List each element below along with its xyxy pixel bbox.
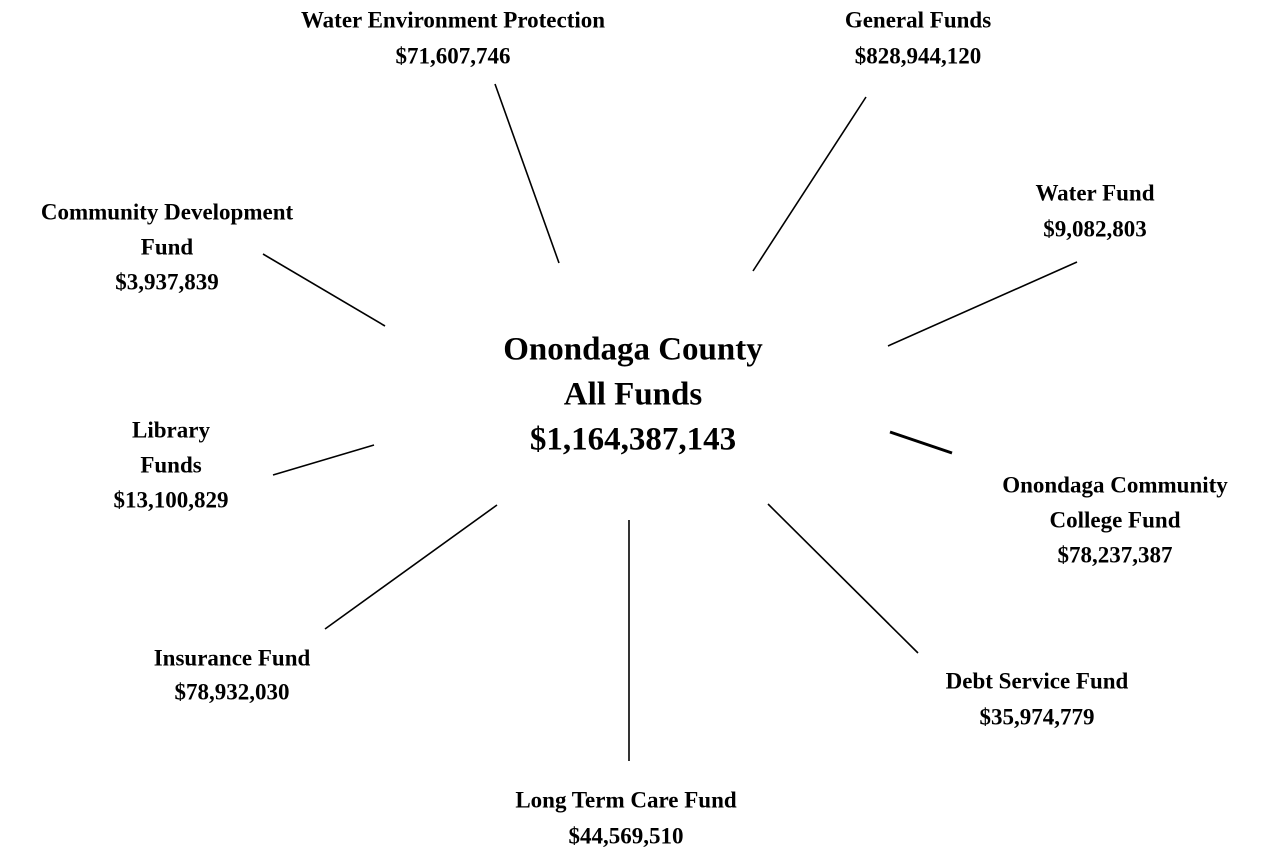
node-name: College Fund [1050, 507, 1181, 532]
node-amount: $828,944,120 [855, 43, 982, 68]
node-name: Library [132, 417, 210, 442]
connector [494, 83, 560, 264]
connector [767, 503, 919, 654]
node-amount: $71,607,746 [396, 43, 511, 68]
center-name: All Funds [564, 377, 703, 413]
node-name: Onondaga Community [1002, 472, 1228, 497]
node-name: Funds [140, 452, 201, 477]
node-name: Long Term Care Fund [515, 787, 737, 812]
node-name: Debt Service Fund [946, 668, 1129, 693]
connector [889, 430, 953, 455]
node-amount: $44,569,510 [569, 823, 684, 848]
connector [262, 253, 386, 327]
node-name: Insurance Fund [154, 645, 311, 670]
node-amount: $13,100,829 [114, 487, 229, 512]
connector [887, 261, 1078, 347]
center-amount: $1,164,387,143 [530, 422, 736, 458]
node-name: Fund [141, 234, 194, 259]
node-name: Water Fund [1035, 180, 1154, 205]
node-name: Community Development [41, 199, 294, 224]
node-name: General Funds [845, 7, 991, 32]
node-amount: $3,937,839 [115, 269, 219, 294]
node-amount: $9,082,803 [1043, 216, 1147, 241]
node-name: Water Environment Protection [301, 7, 605, 32]
node-amount: $78,237,387 [1058, 542, 1173, 567]
node-amount: $35,974,779 [980, 704, 1095, 729]
center-name: Onondaga County [503, 332, 763, 368]
connector [324, 504, 498, 630]
connector [272, 444, 375, 476]
connector [752, 96, 867, 272]
node-amount: $78,932,030 [175, 679, 290, 704]
